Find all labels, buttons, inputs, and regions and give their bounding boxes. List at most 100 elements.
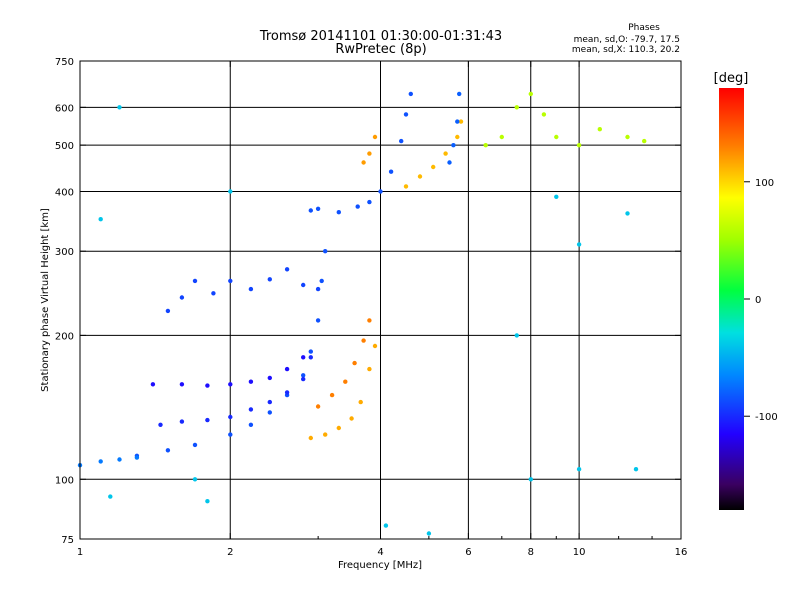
data-point (301, 282, 306, 288)
data-point (267, 277, 272, 282)
data-point (528, 477, 533, 482)
y-tick-label: 600 (55, 103, 74, 114)
data-point (315, 318, 321, 323)
data-point (228, 189, 233, 194)
series-2 (150, 355, 306, 388)
data-point (108, 494, 113, 499)
data-point (403, 184, 409, 189)
data-point (426, 531, 432, 536)
data-point (205, 417, 210, 423)
colorbar (719, 88, 744, 510)
data-point (447, 160, 452, 165)
y-tick-label: 400 (55, 187, 74, 198)
data-point (228, 278, 233, 284)
data-point (98, 459, 103, 464)
data-point (576, 467, 582, 472)
colorbar-label: [deg] (714, 71, 749, 86)
data-point (315, 404, 321, 409)
chart-title: Tromsø 20141101 01:30:00-01:31:43 (259, 29, 502, 44)
data-point (372, 134, 378, 140)
data-point (514, 333, 519, 338)
data-point (457, 91, 462, 97)
data-point (514, 105, 519, 110)
data-point (451, 143, 456, 148)
data-point (625, 211, 630, 216)
data-point (323, 432, 328, 437)
data-point (308, 355, 313, 360)
grid-lines (80, 61, 681, 539)
data-point (205, 499, 210, 504)
data-point (179, 419, 185, 424)
series-7 (315, 318, 372, 409)
data-point (284, 267, 290, 272)
data-point (248, 422, 254, 427)
series-11 (483, 91, 647, 148)
data-point (158, 422, 163, 427)
x-tick-label: 1 (77, 547, 83, 558)
data-point (352, 360, 357, 366)
data-point (192, 442, 198, 448)
data-point (319, 278, 324, 284)
data-point (228, 414, 233, 420)
x-tick-label: 8 (528, 547, 534, 558)
data-point (205, 383, 210, 388)
data-point (399, 138, 404, 144)
data-point (211, 291, 216, 296)
y-tick-label: 300 (55, 247, 74, 258)
colorbar-tick-label: -100 (755, 412, 778, 423)
data-point (284, 366, 290, 372)
data-point (248, 379, 254, 384)
data-point (248, 407, 254, 412)
data-point (150, 382, 156, 387)
stats-heading: Phases (628, 23, 660, 33)
data-point (228, 382, 233, 387)
data-point (372, 343, 378, 349)
data-point (329, 392, 335, 398)
data-point (361, 160, 366, 165)
data-point (528, 91, 533, 97)
data-point (228, 432, 233, 437)
series-5 (308, 91, 413, 215)
data-point (192, 477, 198, 482)
data-point (267, 375, 272, 381)
data-point (633, 467, 639, 472)
data-point (403, 112, 409, 117)
y-tick-label: 100 (55, 475, 74, 486)
data-point (597, 127, 602, 132)
data-point (367, 318, 372, 323)
series-3 (77, 455, 140, 468)
data-point (431, 164, 436, 170)
data-point (355, 204, 360, 209)
data-point (642, 138, 647, 144)
data-point (301, 376, 306, 382)
series-1 (158, 355, 313, 427)
data-point (301, 355, 306, 360)
data-point (408, 91, 413, 97)
data-point (98, 217, 103, 222)
data-point (483, 143, 488, 148)
data-point (248, 286, 254, 292)
data-point (378, 189, 383, 194)
data-point (625, 134, 630, 140)
series-12 (98, 105, 639, 536)
data-point (117, 105, 122, 110)
data-point (383, 523, 389, 528)
stats-line-o: mean, sd,O: -79.7, 17.5 (574, 35, 680, 45)
data-point (308, 208, 313, 213)
data-point (301, 373, 306, 378)
series-6 (308, 343, 378, 441)
colorbar-tick-label: 100 (755, 178, 774, 189)
data-point (443, 151, 448, 156)
x-axis-label: Frequency [MHz] (338, 560, 422, 571)
data-point (117, 457, 122, 462)
y-axis-label: Stationary phase Virtual Height [km] (40, 208, 51, 392)
data-point (336, 425, 341, 431)
data-point (267, 399, 272, 405)
data-point (336, 210, 341, 215)
data-point (134, 455, 140, 460)
y-tick-label: 750 (55, 57, 74, 68)
series-9 (361, 134, 378, 165)
series-10 (447, 91, 462, 165)
x-tick-label: 10 (573, 547, 586, 558)
